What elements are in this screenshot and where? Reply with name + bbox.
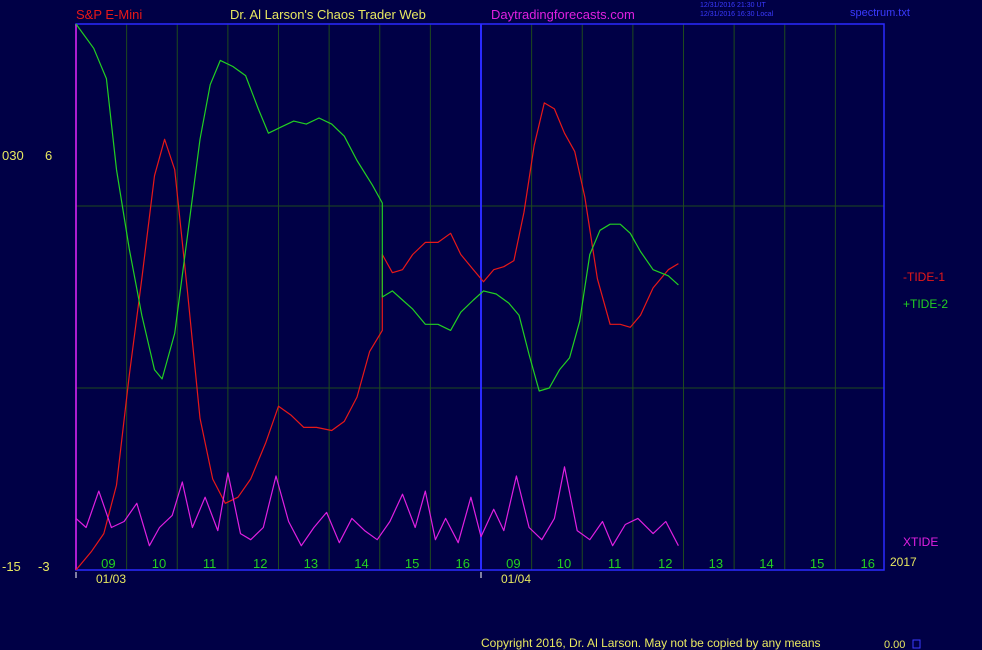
- hour-label: 12: [658, 556, 672, 571]
- hour-label: 12: [253, 556, 267, 571]
- hour-label: 14: [354, 556, 368, 571]
- hour-label: 16: [861, 556, 875, 571]
- hour-label: 11: [203, 556, 217, 571]
- hour-label: 14: [759, 556, 773, 571]
- hour-label: 16: [456, 556, 470, 571]
- hour-label: 15: [405, 556, 419, 571]
- hour-label: 10: [557, 556, 571, 571]
- tide2-line: [75, 23, 679, 392]
- hour-label: 11: [608, 556, 622, 571]
- legend-tide1: -TIDE-1: [903, 270, 945, 284]
- footer-scroll-box[interactable]: [912, 639, 921, 649]
- hour-label: 15: [810, 556, 824, 571]
- timestamp-ut: 12/31/2016 21:30 UT: [700, 2, 766, 9]
- site-link[interactable]: Daytradingforecasts.com: [491, 7, 635, 22]
- hour-label: 10: [152, 556, 166, 571]
- legend-tide2: +TIDE-2: [903, 297, 948, 311]
- hour-label: 13: [709, 556, 723, 571]
- filename-label: spectrum.txt: [850, 7, 910, 19]
- hour-label: 09: [506, 556, 520, 571]
- hour-label: 09: [101, 556, 115, 571]
- series-layer: [75, 23, 679, 571]
- symbol-title: S&P E-Mini: [76, 7, 142, 22]
- brand-title: Dr. Al Larson's Chaos Trader Web: [230, 7, 426, 22]
- y-label-top-left: 030: [2, 148, 24, 163]
- y-label-bottom-right: -3: [38, 559, 50, 574]
- footer-value: 0.00: [884, 639, 905, 650]
- y-label-top-right: 6: [45, 148, 52, 163]
- copyright-notice: Copyright 2016, Dr. Al Larson. May not b…: [481, 636, 821, 650]
- year-label: 2017: [890, 555, 917, 569]
- timestamp-local: 12/31/2016 16:30 Local: [700, 11, 774, 18]
- plot-frame: [75, 23, 885, 571]
- date-label-2: 01/04: [501, 572, 531, 586]
- y-label-bottom-left: -15: [2, 559, 21, 574]
- hour-labels: 09 10 11 12 13 14 15 16 09 10 11 12 13 14 15 16: [101, 556, 875, 571]
- xtide-line: [75, 466, 679, 547]
- legend-xtide: XTIDE: [903, 535, 938, 549]
- tide1-line: [75, 102, 679, 571]
- hour-label: 13: [304, 556, 318, 571]
- date-label-1: 01/03: [96, 572, 126, 586]
